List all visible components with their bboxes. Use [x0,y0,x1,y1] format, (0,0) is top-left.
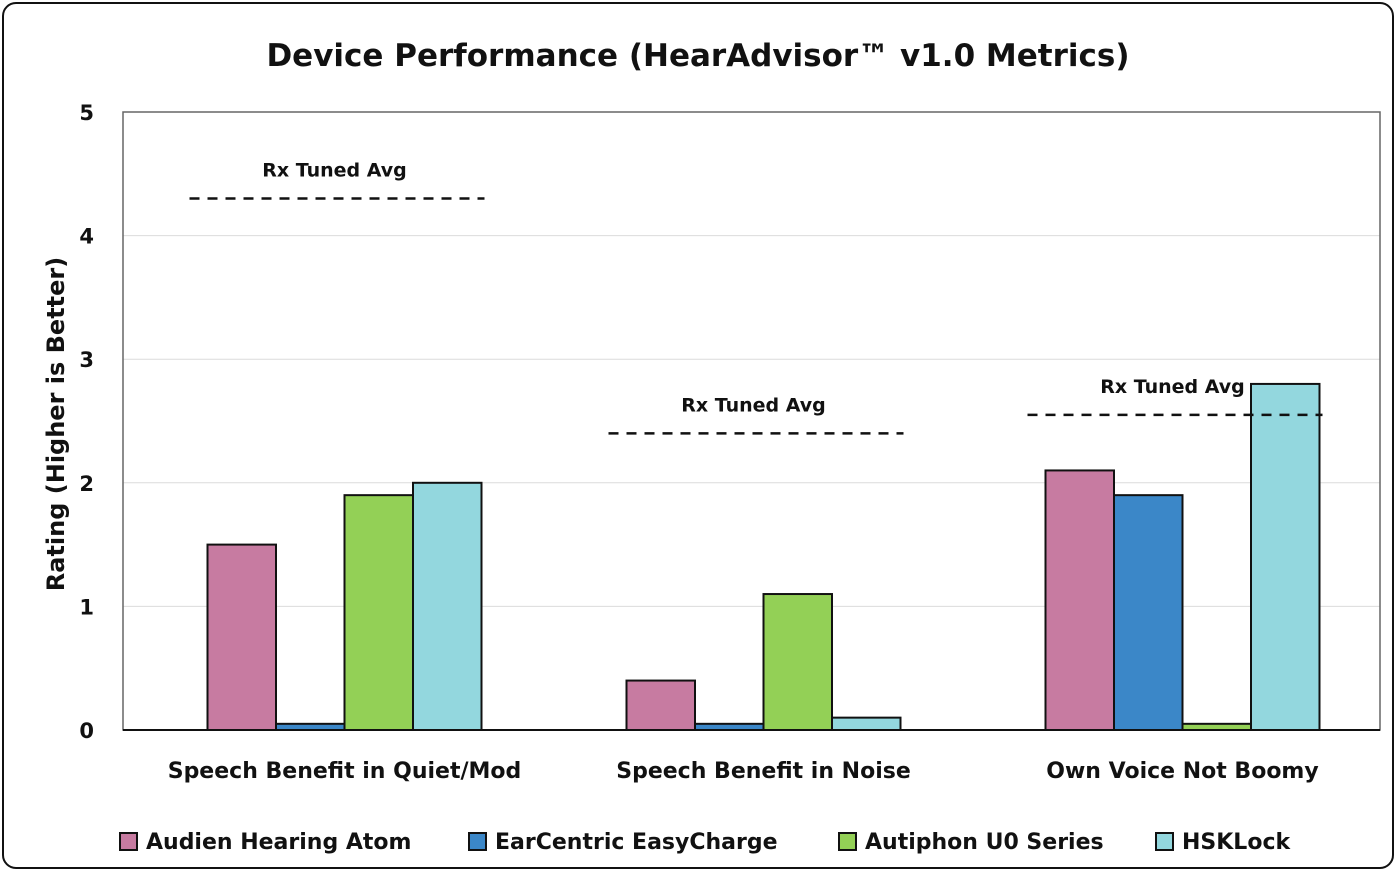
y-axis-label: Rating (Higher is Better) [42,257,70,591]
chart-title: Device Performance (HearAdvisor™ v1.0 Me… [266,38,1129,74]
legend-label: EarCentric EasyCharge [495,830,778,855]
bar-hsklock-1 [831,716,902,732]
legend-swatch [838,832,857,851]
y-tick-label: 4 [79,225,94,249]
legend-label: Audien Hearing Atom [146,830,411,855]
legend: Audien Hearing Atom EarCentric EasyCharge… [119,830,1291,855]
bar-audien-hearing-atom-1 [625,679,696,731]
legend-swatch [468,832,487,851]
annotations: Rx Tuned Avg Rx Tuned Avg Rx Tuned Avg [189,160,1323,435]
bars [206,382,1321,732]
rx-tuned-avg-label: Rx Tuned Avg [1100,376,1245,398]
bar-audien-hearing-atom-2 [1044,469,1115,731]
bar-hsklock-2 [1250,382,1321,731]
legend-swatch [1155,832,1174,851]
y-tick-label: 0 [79,719,94,743]
category-labels: Speech Benefit in Quiet/Mod Speech Benefi… [168,759,1319,784]
bar-hsklock-0 [412,481,483,731]
category-label: Speech Benefit in Noise [616,759,911,784]
gridlines [123,235,1380,607]
rx-tuned-avg-label: Rx Tuned Avg [262,160,407,182]
rx-tuned-avg-label: Rx Tuned Avg [681,394,826,416]
bar-autiphon-u0-series-1 [762,593,833,731]
y-axis-ticks: 0 1 2 3 4 5 [79,101,94,743]
plot-area [122,111,1381,731]
y-tick-label: 1 [79,595,94,619]
category-label: Own Voice Not Boomy [1046,759,1318,784]
y-tick-label: 5 [79,101,94,125]
legend-label: Autiphon U0 Series [865,830,1104,855]
y-tick-label: 2 [79,472,94,496]
bar-audien-hearing-atom-0 [206,543,277,731]
bar-autiphon-u0-series-0 [343,494,414,731]
legend-label: HSKLock [1182,830,1291,855]
y-tick-label: 3 [79,348,94,372]
category-label: Speech Benefit in Quiet/Mod [168,759,522,784]
legend-swatch [119,832,138,851]
bar-earcentric-easycharge-2 [1113,494,1184,731]
